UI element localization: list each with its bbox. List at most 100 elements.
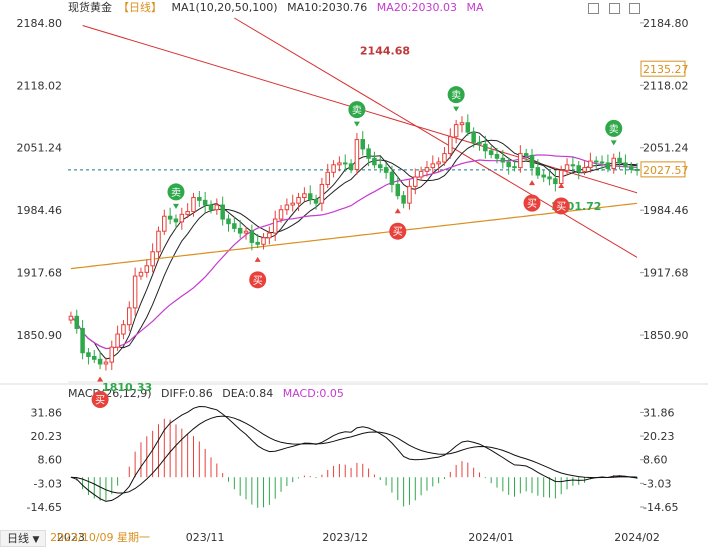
macd-tick-label: 31.86 — [643, 406, 675, 419]
sell-signal: 卖 — [447, 86, 465, 112]
signal-label: 买 — [253, 275, 263, 287]
candle-body — [541, 174, 546, 178]
candle — [185, 203, 190, 219]
candle — [593, 156, 599, 169]
candle — [156, 226, 161, 260]
channel-trendline — [234, 17, 638, 258]
candle-body — [179, 213, 185, 223]
candle-body — [407, 185, 412, 204]
candle — [226, 214, 231, 232]
candle-body — [132, 275, 138, 309]
candle-body — [86, 352, 91, 357]
ma20-line — [70, 139, 638, 350]
candle — [383, 162, 389, 179]
close-icon[interactable] — [629, 3, 640, 14]
settings-icon[interactable] — [588, 3, 599, 14]
macd-title[interactable]: MACD(26,12,9) — [68, 387, 152, 400]
candle-body — [325, 171, 330, 185]
macd-tick-label: -3.03 — [643, 477, 671, 490]
candle — [564, 158, 570, 176]
chevron-down-icon: ▼ — [32, 535, 40, 545]
signal-label: 卖 — [609, 123, 619, 135]
candle — [459, 116, 465, 133]
candles — [68, 114, 640, 371]
candle — [132, 267, 138, 316]
candle-body — [500, 157, 506, 163]
candle-body — [605, 162, 611, 170]
candle — [483, 135, 488, 159]
candle — [418, 166, 424, 181]
candle-body — [488, 150, 494, 156]
candle — [272, 210, 278, 242]
price-tick-label: 1850.90 — [643, 329, 689, 342]
candle — [74, 309, 80, 334]
time-axis-label: 023/11 — [186, 531, 225, 544]
grid-layer — [0, 381, 708, 385]
candle-body — [360, 139, 366, 150]
signal-arrow — [97, 376, 104, 382]
candle-body — [547, 176, 552, 180]
candle — [97, 350, 103, 370]
candle-body — [570, 164, 576, 167]
candle — [202, 191, 208, 213]
time-axis-label: 2023 — [57, 531, 85, 544]
macd-diff-value: DIFF:0.86 — [161, 387, 213, 400]
candle-body — [173, 218, 179, 223]
candle — [173, 214, 179, 229]
price-tick-label-left: 2118.02 — [17, 79, 63, 92]
candle-body — [115, 333, 120, 348]
minimize-icon[interactable] — [608, 3, 620, 14]
candle — [570, 156, 576, 173]
candle-body — [144, 265, 150, 273]
candle-body — [599, 161, 605, 164]
period-selector[interactable]: 日线 ▼ — [0, 530, 47, 547]
trendlines — [68, 17, 640, 258]
candle-body — [448, 136, 453, 155]
candle-body — [109, 346, 115, 363]
candle — [628, 162, 634, 174]
ma20-value: MA20:2030.03 — [376, 1, 458, 14]
candle-body — [342, 162, 348, 165]
ma-group-label[interactable]: MA1(10,20,50,100) — [171, 1, 278, 14]
candle — [395, 176, 401, 200]
macd-hist-value: MACD:0.05 — [282, 387, 344, 400]
candle-body — [167, 215, 173, 220]
candle — [523, 148, 529, 162]
candle — [453, 119, 459, 144]
candle — [611, 153, 616, 174]
candle — [255, 234, 260, 249]
candle-body — [564, 164, 570, 171]
price-tick-label: 2051.24 — [643, 142, 689, 155]
candle-body — [261, 237, 266, 245]
signal-label: 买 — [556, 201, 566, 213]
candle-body — [243, 230, 249, 234]
candle-body — [494, 154, 500, 159]
candle-body — [255, 241, 260, 245]
candle-body — [226, 218, 231, 225]
candle — [284, 198, 290, 215]
candle — [424, 161, 430, 177]
candle-body — [208, 204, 214, 211]
candle-body — [284, 204, 290, 211]
candle — [220, 196, 225, 226]
candle-body — [80, 327, 85, 354]
buy-signal: 买 — [91, 376, 109, 409]
candle — [465, 114, 471, 136]
candle-body — [430, 163, 436, 169]
candle-body — [103, 361, 109, 365]
candle — [442, 147, 447, 166]
candle — [348, 159, 354, 174]
candle — [290, 194, 295, 212]
candle — [366, 144, 371, 167]
macd-header: MACD(26,12,9) DIFF:0.86 DEA:0.84 MACD:0.… — [68, 386, 350, 402]
macd-tick-label-left: -14.65 — [27, 501, 62, 514]
candle — [167, 207, 173, 225]
instrument-name: 现货黄金 — [68, 1, 112, 14]
candle-body — [272, 218, 278, 234]
macd-diff-line — [70, 405, 638, 502]
macd-panel: 31.86 31.86 20.23 20.23 8.60 8.60 -3.03 -3.03 -1… — [27, 405, 678, 514]
candle — [576, 161, 581, 180]
annotations: 2144.681810.332001.722135.272027.57卖卖卖卖买… — [91, 44, 689, 409]
candle — [208, 200, 214, 214]
